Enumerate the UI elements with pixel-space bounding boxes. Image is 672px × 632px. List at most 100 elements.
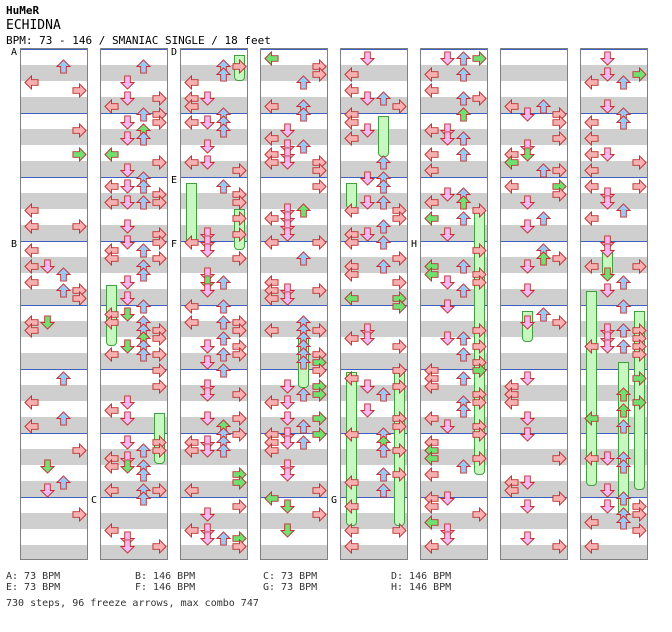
down-arrow-icon xyxy=(520,195,535,210)
section-marker: E xyxy=(171,175,178,186)
down-arrow-icon xyxy=(40,459,55,474)
up-arrow-icon xyxy=(456,195,471,210)
right-arrow-icon xyxy=(552,491,567,506)
left-arrow-icon xyxy=(504,179,519,194)
measure-line xyxy=(501,49,567,50)
left-arrow-icon xyxy=(584,259,599,274)
right-arrow-icon xyxy=(232,475,247,490)
down-arrow-icon xyxy=(200,91,215,106)
measure-line xyxy=(181,49,247,50)
left-arrow-icon xyxy=(584,211,599,226)
down-arrow-icon xyxy=(120,459,135,474)
down-arrow-icon xyxy=(120,235,135,250)
up-arrow-icon xyxy=(216,363,231,378)
down-arrow-icon xyxy=(280,291,295,306)
right-arrow-icon xyxy=(472,91,487,106)
right-arrow-icon xyxy=(392,275,407,290)
measure-line xyxy=(261,241,327,242)
left-arrow-icon xyxy=(424,83,439,98)
right-arrow-icon xyxy=(232,387,247,402)
right-arrow-icon xyxy=(632,155,647,170)
down-arrow-icon xyxy=(120,131,135,146)
left-arrow-icon xyxy=(184,483,199,498)
left-arrow-icon xyxy=(264,155,279,170)
up-arrow-icon xyxy=(136,179,151,194)
measure-line xyxy=(581,369,647,370)
up-arrow-icon xyxy=(136,347,151,362)
up-arrow-icon xyxy=(296,435,311,450)
right-arrow-icon xyxy=(312,507,327,522)
down-arrow-icon xyxy=(440,227,455,242)
left-arrow-icon xyxy=(344,83,359,98)
measure-line xyxy=(181,113,247,114)
left-arrow-icon xyxy=(184,235,199,250)
down-arrow-icon xyxy=(280,123,295,138)
left-arrow-icon xyxy=(104,459,119,474)
measure-line xyxy=(21,433,87,434)
up-arrow-icon xyxy=(216,331,231,346)
down-arrow-icon xyxy=(120,539,135,554)
left-arrow-icon xyxy=(264,99,279,114)
down-arrow-icon xyxy=(440,299,455,314)
up-arrow-icon xyxy=(216,443,231,458)
section-marker: H xyxy=(411,239,418,250)
left-arrow-icon xyxy=(24,419,39,434)
down-arrow-icon xyxy=(120,307,135,322)
left-arrow-icon xyxy=(24,243,39,258)
up-arrow-icon xyxy=(456,147,471,162)
right-arrow-icon xyxy=(392,99,407,114)
up-arrow-icon xyxy=(616,459,631,474)
up-arrow-icon xyxy=(536,251,551,266)
right-arrow-icon xyxy=(152,443,167,458)
down-arrow-icon xyxy=(120,75,135,90)
left-arrow-icon xyxy=(504,483,519,498)
right-arrow-icon xyxy=(392,379,407,394)
up-arrow-icon xyxy=(616,75,631,90)
down-arrow-icon xyxy=(520,259,535,274)
left-arrow-icon xyxy=(424,123,439,138)
left-arrow-icon xyxy=(104,315,119,330)
measure-line xyxy=(421,113,487,114)
up-arrow-icon xyxy=(296,75,311,90)
down-arrow-icon xyxy=(40,315,55,330)
right-arrow-icon xyxy=(472,275,487,290)
up-arrow-icon xyxy=(616,419,631,434)
down-arrow-icon xyxy=(40,259,55,274)
down-arrow-icon xyxy=(120,435,135,450)
up-arrow-icon xyxy=(536,163,551,178)
measure-line xyxy=(181,177,247,178)
left-arrow-icon xyxy=(344,291,359,306)
down-arrow-icon xyxy=(600,283,615,298)
right-arrow-icon xyxy=(232,499,247,514)
down-arrow-icon xyxy=(600,267,615,282)
up-arrow-icon xyxy=(136,443,151,458)
down-arrow-icon xyxy=(200,443,215,458)
down-arrow-icon xyxy=(120,291,135,306)
right-arrow-icon xyxy=(232,427,247,442)
down-arrow-icon xyxy=(520,219,535,234)
down-arrow-icon xyxy=(120,339,135,354)
measure-line xyxy=(21,241,87,242)
left-arrow-icon xyxy=(344,67,359,82)
right-arrow-icon xyxy=(472,395,487,410)
right-arrow-icon xyxy=(552,539,567,554)
left-arrow-icon xyxy=(424,67,439,82)
right-arrow-icon xyxy=(472,243,487,258)
down-arrow-icon xyxy=(520,427,535,442)
right-arrow-icon xyxy=(392,211,407,226)
right-arrow-icon xyxy=(632,371,647,386)
right-arrow-icon xyxy=(152,363,167,378)
left-arrow-icon xyxy=(344,475,359,490)
down-arrow-icon xyxy=(600,243,615,258)
down-arrow-icon xyxy=(200,155,215,170)
right-arrow-icon xyxy=(72,83,87,98)
measure-line xyxy=(501,369,567,370)
measure-line xyxy=(421,497,487,498)
up-arrow-icon xyxy=(456,283,471,298)
down-arrow-icon xyxy=(200,139,215,154)
down-arrow-icon xyxy=(440,275,455,290)
down-arrow-icon xyxy=(120,395,135,410)
right-arrow-icon xyxy=(472,451,487,466)
measure-line xyxy=(181,433,247,434)
left-arrow-icon xyxy=(184,99,199,114)
